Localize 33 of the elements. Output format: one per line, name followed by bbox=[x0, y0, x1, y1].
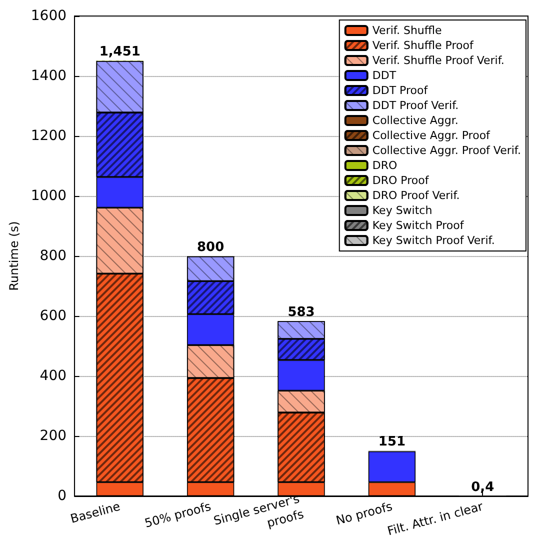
y-tick-label: 200 bbox=[40, 428, 67, 444]
legend-label: Key Switch Proof bbox=[372, 219, 465, 232]
legend-label: Verif. Shuffle Proof Verif. bbox=[372, 54, 504, 67]
legend-label: Key Switch bbox=[372, 204, 432, 217]
x-tick-label: 50% proofs bbox=[143, 499, 212, 530]
legend-label: Key Switch Proof Verif. bbox=[372, 234, 495, 247]
y-tick-label: 1600 bbox=[30, 8, 67, 24]
y-tick-label: 0 bbox=[58, 488, 67, 504]
y-tick-label: 800 bbox=[40, 248, 67, 264]
total-label: 583 bbox=[288, 305, 315, 320]
legend-label: Collective Aggr. bbox=[372, 114, 458, 127]
legend-label: DDT bbox=[372, 69, 396, 82]
legend-label: Verif. Shuffle Proof bbox=[372, 39, 474, 52]
legend-label: DRO Proof Verif. bbox=[372, 189, 460, 202]
legend-label: DRO Proof bbox=[372, 174, 430, 187]
y-axis-title: Runtime (s) bbox=[7, 221, 21, 291]
y-tick-label: 400 bbox=[40, 368, 67, 384]
y-tick-label: 1400 bbox=[30, 68, 67, 84]
y-tick-label: 1000 bbox=[30, 188, 67, 204]
y-tick-label: 1200 bbox=[30, 128, 67, 144]
legend-label: DRO bbox=[372, 159, 398, 172]
x-tick-label: Baseline bbox=[68, 499, 122, 526]
legend-label: Collective Aggr. Proof Verif. bbox=[372, 144, 522, 157]
legend-label: Collective Aggr. Proof bbox=[372, 129, 492, 142]
total-label: 0,4 bbox=[471, 480, 494, 495]
total-label: 800 bbox=[197, 240, 224, 255]
legend-label: DDT Proof bbox=[372, 84, 429, 97]
legend-label: DDT Proof Verif. bbox=[372, 99, 459, 112]
y-tick-label: 600 bbox=[40, 308, 67, 324]
total-label: 1,451 bbox=[99, 44, 140, 60]
total-label: 151 bbox=[378, 434, 406, 450]
legend-label: Verif. Shuffle bbox=[372, 24, 442, 37]
x-tick-label: Single server's proofs bbox=[212, 492, 306, 530]
